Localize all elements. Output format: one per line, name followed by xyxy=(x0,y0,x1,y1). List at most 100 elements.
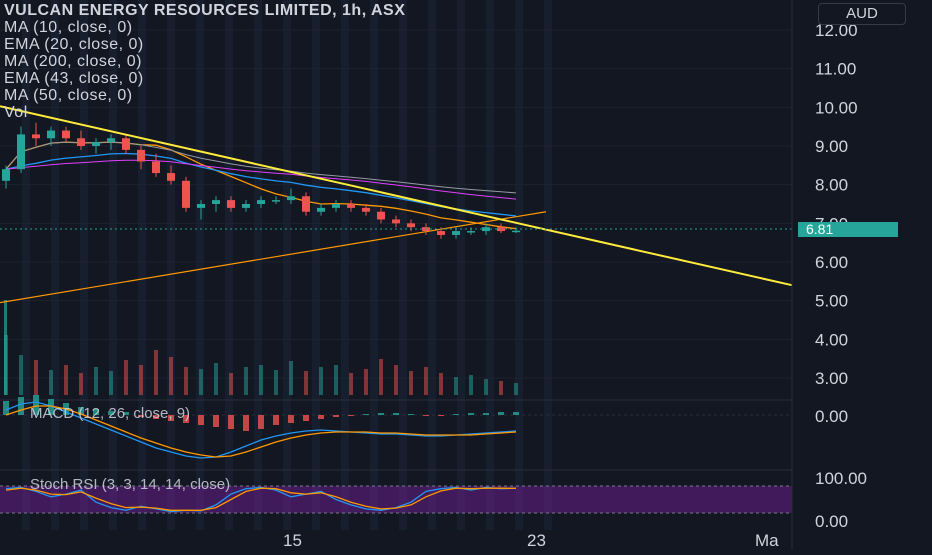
volume-bar xyxy=(199,369,203,395)
volume-bar xyxy=(64,365,68,395)
stoch-tick-label: 0.00 xyxy=(815,512,848,531)
volume-bar xyxy=(184,367,188,395)
candle-body xyxy=(377,211,385,220)
support-line[interactable] xyxy=(0,211,547,304)
indicator-ma10[interactable]: MA (10, close, 0) xyxy=(4,19,133,36)
stoch-rsi-label[interactable]: Stoch RSI (3, 3, 14, 14, close) xyxy=(30,476,231,493)
macd-histogram-bar xyxy=(303,415,309,421)
trendline-path xyxy=(0,105,793,287)
price-tick-label: 8.00 xyxy=(815,176,848,195)
candle-body xyxy=(242,204,250,208)
volume-bar xyxy=(49,370,53,395)
candle-body xyxy=(362,207,370,212)
session-stripe xyxy=(341,0,349,530)
indicator-ema43[interactable]: EMA (43, close, 0) xyxy=(4,70,144,87)
symbol-title[interactable]: VULCAN ENERGY RESOURCES LIMITED, 1h, ASX xyxy=(4,2,406,19)
time-tick-label: 23 xyxy=(527,531,546,550)
candle-body xyxy=(452,231,460,235)
price-tick-label: 5.00 xyxy=(815,292,848,311)
volume-bar xyxy=(334,365,338,395)
candle-body xyxy=(257,200,265,204)
candlesticks xyxy=(2,122,520,239)
volume-bar xyxy=(79,373,83,395)
macd-histogram-bar xyxy=(33,395,39,415)
candle-body xyxy=(437,231,445,235)
currency-button[interactable]: AUD xyxy=(818,3,906,25)
session-stripe xyxy=(51,0,59,530)
volume-bar xyxy=(19,355,23,395)
volume-bar xyxy=(139,365,143,395)
session-stripe xyxy=(283,0,291,530)
macd-histogram-bar xyxy=(423,415,429,416)
macd-histogram-bar xyxy=(333,415,339,417)
macd-histogram-bar xyxy=(513,412,519,415)
volume-bar xyxy=(289,361,293,395)
volume-bar xyxy=(454,377,458,395)
time-tick-label: Ma xyxy=(755,531,779,550)
indicator-vol[interactable]: Vol xyxy=(4,104,28,121)
indicator-ma50[interactable]: MA (50, close, 0) xyxy=(4,87,133,104)
stoch-rsi-pane xyxy=(0,485,792,514)
candle-body xyxy=(407,223,415,228)
macd-histogram-bar xyxy=(198,415,204,425)
indicator-ma200[interactable]: MA (200, close, 0) xyxy=(4,53,142,70)
volume-bar xyxy=(169,357,173,395)
stoch-d-line xyxy=(5,487,517,511)
candle-body xyxy=(227,200,235,208)
volume-bar xyxy=(94,367,98,395)
trendline[interactable] xyxy=(0,105,793,287)
macd-histogram-bar xyxy=(318,415,324,419)
volume-bar xyxy=(439,373,443,395)
candle-body xyxy=(152,161,160,174)
macd-histogram-bar xyxy=(378,413,384,415)
volume-bar xyxy=(244,367,248,395)
volume-bar xyxy=(379,359,383,395)
candle-body xyxy=(137,149,145,162)
candle-body xyxy=(47,130,55,139)
session-stripe xyxy=(428,0,436,530)
macd-histogram-bar xyxy=(408,414,414,415)
candle-body xyxy=(167,173,175,181)
candle-body xyxy=(272,200,280,202)
candle-body xyxy=(17,134,25,170)
candle-body xyxy=(32,134,40,139)
macd-histogram-bar xyxy=(483,413,489,415)
ma50-line xyxy=(5,141,517,194)
candle-body xyxy=(182,180,190,208)
macd-histogram-bar xyxy=(153,415,159,419)
macd-histogram-bar xyxy=(438,415,444,416)
indicator-ema20[interactable]: EMA (20, close, 0) xyxy=(4,36,144,53)
macd-histogram-bar xyxy=(393,413,399,415)
macd-histogram-bar xyxy=(48,399,54,415)
time-axis[interactable]: 15 23 Ma xyxy=(283,531,779,550)
stoch-k-line xyxy=(5,486,517,513)
candle-body xyxy=(287,196,295,201)
volume-bar xyxy=(4,300,7,395)
session-stripe xyxy=(312,0,320,530)
session-stripe xyxy=(544,0,552,530)
volume-bar xyxy=(394,365,398,395)
candle-body xyxy=(92,142,100,146)
ema43-line xyxy=(5,159,517,200)
support-line-path xyxy=(0,211,547,304)
stoch-tick-label: 100.00 xyxy=(815,469,867,488)
macd-histogram-bar xyxy=(213,415,219,427)
candle-body xyxy=(107,138,115,143)
macd-histogram-bar xyxy=(258,415,264,429)
macd-histogram-bar xyxy=(18,397,24,415)
candle-body xyxy=(122,138,130,150)
macd-label[interactable]: MACD (12, 26, close, 9) xyxy=(30,405,191,422)
session-stripe xyxy=(138,0,146,530)
macd-histogram-bar xyxy=(288,415,294,423)
volume-bar xyxy=(124,360,128,395)
session-stripe xyxy=(370,0,378,530)
candle-body xyxy=(212,200,220,204)
candle-body xyxy=(302,196,310,212)
volume-bar xyxy=(349,373,353,395)
macd-histogram-bar xyxy=(138,415,144,417)
candle-body xyxy=(467,231,475,233)
volume-bar xyxy=(499,381,503,395)
volume-bar xyxy=(409,371,413,395)
